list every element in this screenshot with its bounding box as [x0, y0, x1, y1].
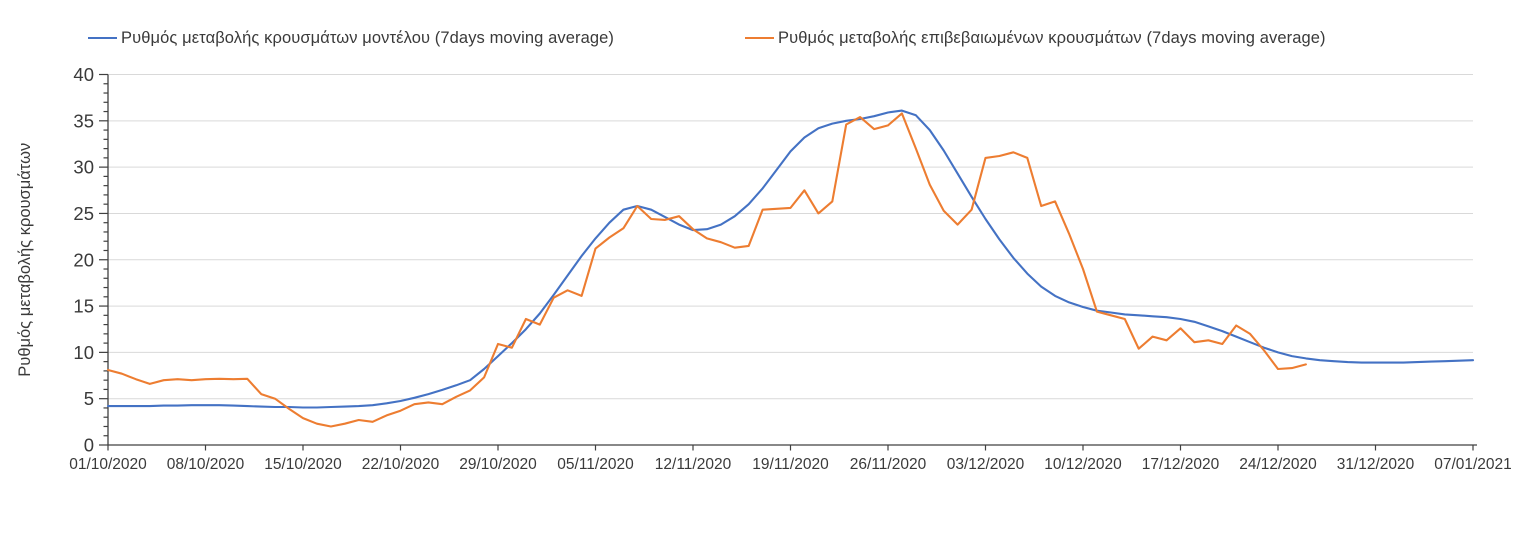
x-tick-label: 24/12/2020 [1239, 456, 1317, 473]
y-tick-label: 15 [73, 296, 94, 317]
y-tick-label: 20 [73, 249, 94, 270]
legend-label-confirmed: Ρυθμός μεταβολής επιβεβαιωμένων κρουσμάτ… [778, 28, 1326, 47]
x-tick-label: 15/10/2020 [264, 456, 342, 473]
y-axis-title: Ρυθμός μεταβολής κρουσμάτων [16, 143, 34, 377]
chart-legend: Ρυθμός μεταβολής κρουσμάτων μοντέλου (7d… [0, 26, 1521, 52]
x-tick-label: 26/11/2020 [850, 456, 927, 473]
y-tick-label: 5 [84, 388, 94, 409]
x-tick-label: 03/12/2020 [947, 456, 1025, 473]
x-tick-label: 10/12/2020 [1044, 456, 1122, 473]
y-tick-label: 0 [84, 435, 94, 456]
x-tick-label: 31/12/2020 [1337, 456, 1415, 473]
x-tick-label: 29/10/2020 [459, 456, 537, 473]
y-tick-label: 10 [73, 342, 94, 363]
legend-line-confirmed-icon [745, 37, 774, 39]
legend-item-model: Ρυθμός μεταβολής κρουσμάτων μοντέλου (7d… [88, 26, 614, 50]
y-tick-label: 35 [73, 110, 94, 131]
model-series-line [106, 109, 1475, 409]
confirmed-series-line [106, 112, 1307, 428]
x-tick-label: 19/11/2020 [752, 456, 829, 473]
x-tick-label: 08/10/2020 [167, 456, 245, 473]
x-tick-label: 12/11/2020 [655, 456, 732, 473]
x-tick-label: 17/12/2020 [1142, 456, 1220, 473]
x-tick-label: 01/10/2020 [69, 456, 147, 473]
y-tick-label: 30 [73, 157, 94, 178]
x-tick-label: 07/01/2021 [1434, 456, 1512, 473]
legend-line-model-icon [88, 37, 117, 39]
y-tick-label: 25 [73, 203, 94, 224]
x-tick-label: 05/11/2020 [557, 456, 634, 473]
legend-item-confirmed: Ρυθμός μεταβολής επιβεβαιωμένων κρουσμάτ… [745, 26, 1326, 50]
y-tick-label: 40 [73, 64, 94, 85]
legend-label-model: Ρυθμός μεταβολής κρουσμάτων μοντέλου (7d… [121, 28, 614, 47]
x-tick-label: 22/10/2020 [362, 456, 440, 473]
